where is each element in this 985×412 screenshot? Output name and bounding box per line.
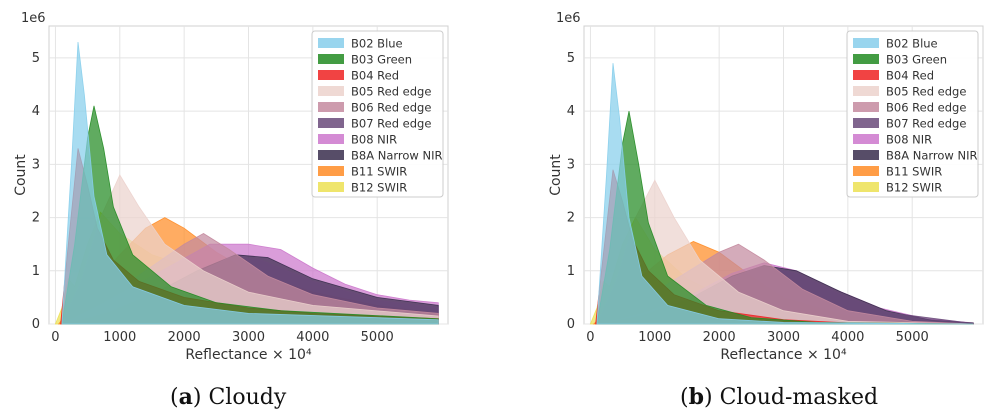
legend-frame [846,30,979,198]
caption-a-text: Cloudy [208,385,287,410]
legend-label-b07: B07 Red edge [351,117,431,131]
y-tick-label: 3 [567,157,575,172]
caption-b-letter: b [688,384,704,410]
caption-b-close: ) [703,385,713,410]
y-tick-label: 1 [32,264,40,279]
legend-label-b12: B12 SWIR [351,181,407,195]
y-tick-label: 1 [567,264,575,279]
y-scale-multiplier: 1e6 [21,11,46,26]
legend-swatch-b11 [853,166,879,176]
y-tick-label: 2 [567,211,575,226]
legend-frame [311,30,444,198]
caption-a-letter: a [178,384,193,410]
legend-swatch-b02 [318,38,344,48]
caption-b: (b) Cloud-masked [680,384,878,410]
x-tick-label: 5000 [896,330,929,345]
x-tick-label: 1000 [103,330,136,345]
legend-label-b12: B12 SWIR [886,181,942,195]
legend-label-b05: B05 Red edge [886,85,966,99]
legend-label-b08: B08 NIR [351,133,397,147]
legend-swatch-b02 [853,38,879,48]
legend-swatch-b03 [318,54,344,64]
y-tick-label: 5 [32,51,40,66]
legend: B02 Blue B03 Green B04 Red B05 Red edge B06 … [311,30,444,198]
x-tick-label: 1000 [638,330,671,345]
x-axis-label: Reflectance × 10⁴ [720,347,847,363]
legend-label-b11: B11 SWIR [351,165,407,179]
legend-swatch-b8a [318,150,344,160]
legend-swatch-b07 [853,118,879,128]
caption-a: (a) Cloudy [170,384,286,410]
y-tick-label: 4 [32,104,40,119]
y-scale-multiplier: 1e6 [556,11,581,26]
legend-swatch-b08 [318,134,344,144]
legend-label-b06: B06 Red edge [886,101,966,115]
y-tick-label: 3 [32,157,40,172]
y-tick-label: 5 [567,51,575,66]
y-axis-label: Count [13,154,29,196]
legend-label-b11: B11 SWIR [886,165,942,179]
legend-swatch-b11 [318,166,344,176]
chart-panel-2: 0 1000 2000 3000 4000 5000 0 1 2 3 4 5 1e6 Reflectanc… [548,11,984,363]
x-tick-label: 5000 [361,330,394,345]
legend-label-b03: B03 Green [351,53,412,67]
legend-swatch-b07 [318,118,344,128]
legend-swatch-b06 [853,102,879,112]
legend-swatch-b8a [853,150,879,160]
legend-label-b02: B02 Blue [351,37,403,51]
caption-a-close: ) [192,385,202,410]
legend-label-b05: B05 Red edge [351,85,431,99]
legend-swatch-b08 [853,134,879,144]
series-b02-area [61,41,439,325]
legend-label-b03: B03 Green [886,53,947,67]
legend-label-b08: B08 NIR [886,133,932,147]
legend-label-b04: B04 Red [886,69,934,83]
x-tick-label: 2000 [703,330,736,345]
x-axis-label: Reflectance × 10⁴ [185,347,312,363]
legend-label-b06: B06 Red edge [351,101,431,115]
legend-swatch-b04 [853,70,879,80]
x-tick-label: 2000 [168,330,201,345]
y-tick-label: 2 [32,211,40,226]
legend-label-b04: B04 Red [351,69,399,83]
x-tick-label: 3000 [767,330,800,345]
caption-b-text: Cloud-masked [719,385,879,410]
x-tick-label: 4000 [296,330,329,345]
chart-panel-1: 0 1000 2000 3000 4000 5000 0 1 2 3 4 5 1e6 Reflectanc… [13,11,449,363]
legend-swatch-b05 [853,86,879,96]
legend: B02 Blue B03 Green B04 Red B05 Red edge B06 … [846,30,979,198]
legend-swatch-b03 [853,54,879,64]
legend-label-b02: B02 Blue [886,37,938,51]
x-tick-label: 0 [51,330,59,345]
y-tick-label: 0 [567,317,575,332]
x-tick-label: 0 [586,330,594,345]
legend-swatch-b12 [318,182,344,192]
legend-swatch-b12 [853,182,879,192]
legend-swatch-b04 [318,70,344,80]
y-tick-label: 0 [32,317,40,332]
legend-swatch-b06 [318,102,344,112]
series-b02-area [596,63,974,325]
x-tick-label: 3000 [232,330,265,345]
y-axis-label: Count [548,154,564,196]
x-tick-label: 4000 [831,330,864,345]
legend-label-b07: B07 Red edge [886,117,966,131]
caption-a-open: ( [170,385,179,410]
legend-label-b8a: B8A Narrow NIR [351,149,442,163]
caption-b-open: ( [680,385,689,410]
legend-swatch-b05 [318,86,344,96]
y-tick-label: 4 [567,104,575,119]
legend-label-b8a: B8A Narrow NIR [886,149,977,163]
